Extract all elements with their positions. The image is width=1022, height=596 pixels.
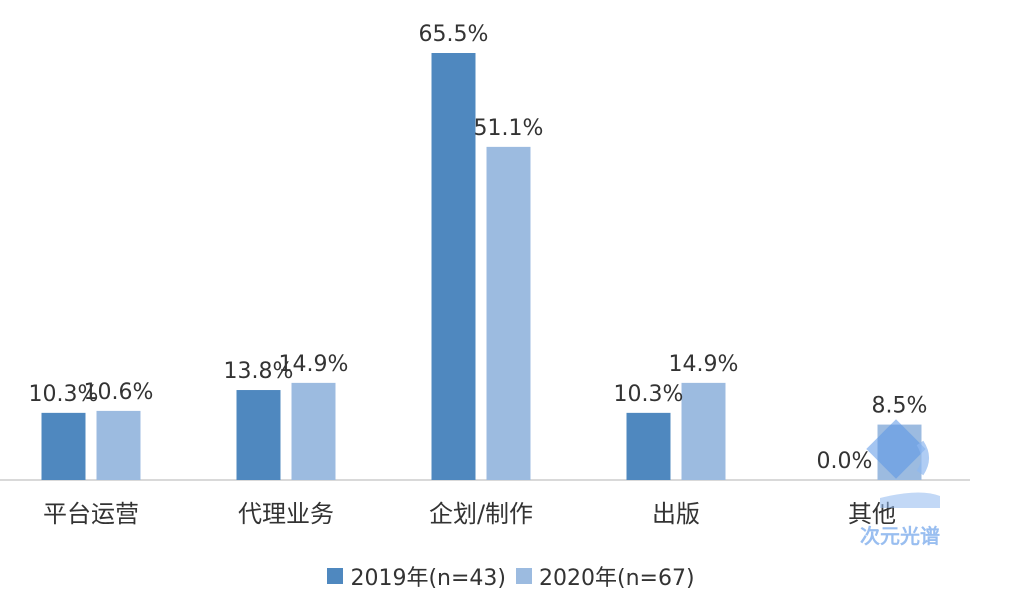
legend-item-2020: 2020年(n=67) <box>516 560 695 592</box>
watermark-text: 次元光谱 <box>860 524 940 548</box>
data-label-2020-4: 8.5% <box>872 394 928 419</box>
data-label-2020-2: 51.1% <box>474 116 544 141</box>
category-label-3: 出版 <box>652 500 700 528</box>
legend: 2019年(n=43) 2020年(n=67) <box>0 560 1022 592</box>
legend-swatch-2020 <box>516 568 532 584</box>
bar-2020-2 <box>486 146 531 480</box>
data-label-2019-3: 10.3% <box>614 382 684 407</box>
category-label-2: 企划/制作 <box>429 500 533 528</box>
category-label-0: 平台运营 <box>43 500 139 528</box>
bar-2020-0 <box>96 410 141 480</box>
legend-swatch-2019 <box>327 568 344 584</box>
bar-2019-3 <box>626 412 671 480</box>
legend-label-2019: 2019年(n=43) <box>350 566 506 591</box>
bar-2020-1 <box>291 382 336 480</box>
bar-2020-3 <box>681 382 726 480</box>
legend-label-2020: 2020年(n=67) <box>539 566 695 591</box>
data-label-2020-0: 10.6% <box>84 380 154 405</box>
data-label-2020-3: 14.9% <box>669 352 739 377</box>
category-label-1: 代理业务 <box>238 500 334 528</box>
data-label-2019-0: 10.3% <box>29 382 99 407</box>
legend-item-2019: 2019年(n=43) <box>327 560 506 592</box>
data-label-2019-2: 65.5% <box>419 22 489 47</box>
bar-2019-0 <box>41 412 86 480</box>
data-label-2019-4: 0.0% <box>817 449 873 474</box>
bar-2019-1 <box>236 390 281 480</box>
data-label-2020-1: 14.9% <box>279 352 349 377</box>
bar-2019-2 <box>431 53 476 480</box>
data-label-2019-1: 13.8% <box>224 359 294 384</box>
microscope-icon <box>866 419 940 508</box>
